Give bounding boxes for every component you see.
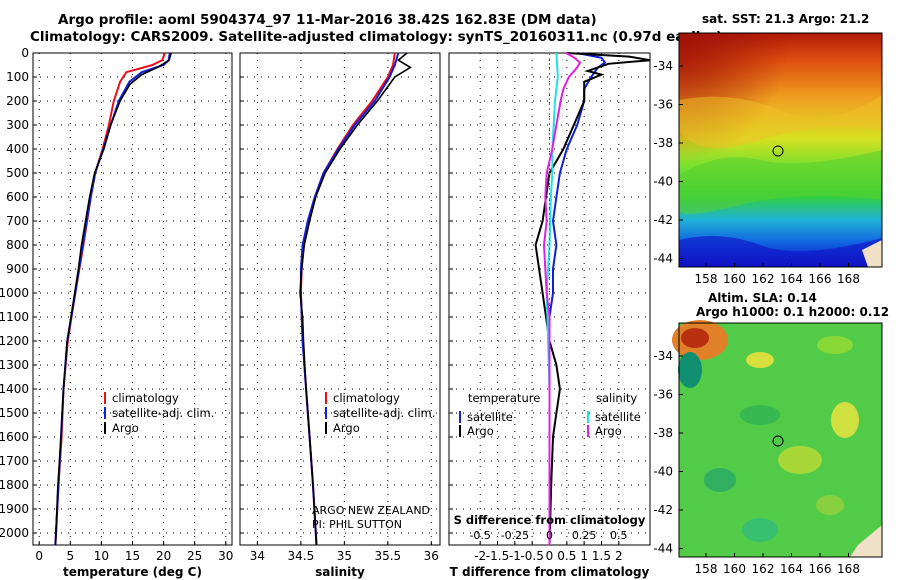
- x-tick-label: 35: [337, 549, 352, 563]
- x-tick-label: 34.5: [288, 549, 315, 563]
- sla-map-title: Altim. SLA: 0.14: [708, 291, 817, 305]
- profile-panel-3: -2 -1.5 -1 -0.5 0 0.5 1 1.5 2T difference from c…: [448, 52, 651, 579]
- series-line-2: [299, 52, 400, 546]
- x-tick-label: 1: [580, 549, 588, 563]
- series-line-1: [299, 52, 396, 546]
- x-tick-label: 30: [218, 549, 233, 563]
- y-tick-label: 1100: [0, 310, 29, 324]
- salinity-tick-label: 0.25: [572, 529, 597, 542]
- y-tick-label: 1500: [0, 406, 29, 420]
- x-tick-label: 2: [615, 549, 623, 563]
- x-tick-label: -0.5: [520, 549, 543, 563]
- salinity-tick-label: -0.25: [501, 529, 529, 542]
- legend-label: Argo: [112, 421, 139, 435]
- x-axis-label: T difference from climatology: [450, 565, 650, 579]
- y-tick-label: 1200: [0, 334, 29, 348]
- annotation-text: ARGO NEW ZEALAND: [312, 504, 430, 517]
- series-line-2: [54, 52, 171, 546]
- x-tick-label: -2: [474, 549, 486, 563]
- series-line-4: [542, 52, 582, 545]
- x-axis-label: temperature (deg C): [63, 565, 202, 579]
- y-tick-label: 2000: [0, 526, 29, 540]
- sst-map-title: sat. SST: 21.3 Argo: 21.2: [702, 12, 870, 26]
- legend-label: Argo: [467, 424, 494, 438]
- y-tick-label: 1000: [0, 286, 29, 300]
- legend-label: climatology: [333, 391, 400, 405]
- x-tick-label: 20: [156, 549, 171, 563]
- series-line-3: [299, 52, 412, 546]
- x-tick-label: 5: [66, 549, 74, 563]
- x-tick-label: 15: [125, 549, 140, 563]
- x-tick-label: 35.5: [374, 549, 401, 563]
- profile-panel-2: 34 34.5 35 35.5 36 salinity climatologysatelli…: [239, 52, 441, 579]
- salinity-tick-label: 0.5: [610, 529, 628, 542]
- x-tick-label: 25: [187, 549, 202, 563]
- legend-label: Argo: [333, 421, 360, 435]
- y-tick-label: 800: [6, 238, 29, 252]
- profile-panel-1: 0100200300400500600700800900100011001200…: [0, 46, 233, 579]
- legend-title: salinity: [596, 391, 637, 405]
- legend-label: climatology: [112, 391, 179, 405]
- title-line-1: Argo profile: aoml 5904374_97 11-Mar-201…: [58, 12, 597, 28]
- panel-frame: [239, 52, 441, 546]
- y-tick-label: 300: [6, 118, 29, 132]
- series-line-3: [54, 52, 172, 546]
- legend-label: satellite-adj. clim.: [333, 406, 435, 420]
- y-tick-label: 500: [6, 166, 29, 180]
- x-tick-label: 34: [250, 549, 265, 563]
- salinity-tick-label: 0: [546, 529, 553, 542]
- y-tick-label: 400: [6, 142, 29, 156]
- x-tick-label: 0.5: [557, 549, 576, 563]
- y-tick-label: 0: [21, 46, 29, 60]
- x-tick-label: 0: [35, 549, 43, 563]
- y-tick-label: 900: [6, 262, 29, 276]
- y-tick-label: 1600: [0, 430, 29, 444]
- y-tick-label: 100: [6, 70, 29, 84]
- y-tick-label: 1700: [0, 454, 29, 468]
- y-tick-label: 1900: [0, 502, 29, 516]
- x-tick-label: -1.5: [486, 549, 509, 563]
- legend-label: satellite-adj. clim.: [112, 406, 214, 420]
- y-tick-label: 1400: [0, 382, 29, 396]
- y-tick-label: 1300: [0, 358, 29, 372]
- legend-label: satellite: [595, 410, 641, 424]
- x-tick-label: 36: [424, 549, 439, 563]
- y-tick-label: 1800: [0, 478, 29, 492]
- y-tick-label: 600: [6, 190, 29, 204]
- x-axis-label: salinity: [315, 565, 365, 579]
- title-line-2: Climatology: CARS2009. Satellite-adjuste…: [30, 29, 723, 45]
- y-tick-label: 200: [6, 94, 29, 108]
- legend-label: Argo: [595, 424, 622, 438]
- y-tick-label: 700: [6, 214, 29, 228]
- legend-label: satellite: [467, 410, 513, 424]
- legend-title: temperature: [468, 391, 540, 405]
- x-tick-label: 10: [94, 549, 109, 563]
- x-tick-label: 0: [546, 549, 554, 563]
- x-tick-label: -1: [509, 549, 521, 563]
- salinity-tick-label: -0.5: [469, 529, 490, 542]
- series-line-1: [548, 52, 607, 545]
- annotation-text: PI: PHIL SUTTON: [312, 518, 402, 531]
- sla-map-subtitle: Argo h1000: 0.1 h2000: 0.12: [696, 305, 890, 319]
- x-tick-label: 1.5: [592, 549, 611, 563]
- top-axis-label: S difference from climatology: [454, 513, 646, 527]
